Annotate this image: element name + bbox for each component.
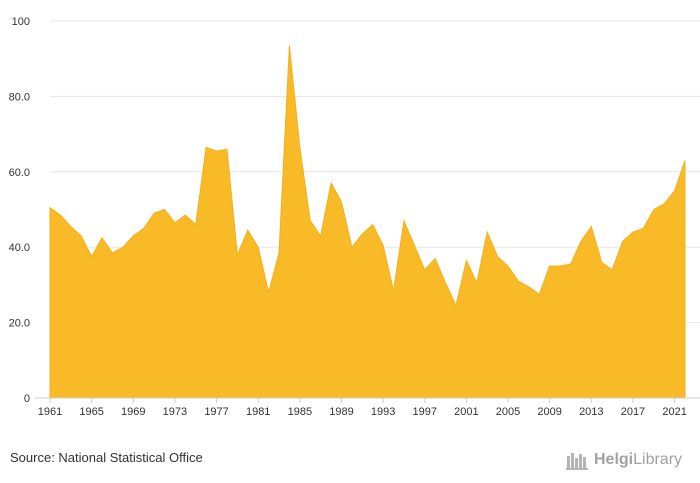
- x-tick-label: 1989: [329, 406, 353, 418]
- area-fill: [49, 45, 686, 399]
- source-note: Source: National Statistical Office: [10, 450, 203, 465]
- y-tick-label: 0: [24, 393, 30, 405]
- x-tick-label: 2009: [537, 406, 561, 418]
- x-tick-label: 2017: [621, 406, 645, 418]
- x-tick-label: 2001: [454, 406, 478, 418]
- x-tick-label: 2021: [662, 406, 686, 418]
- logo-text: HelgiLibrary: [594, 451, 682, 469]
- x-tick-label: 1977: [204, 406, 228, 418]
- x-tick-label: 1997: [413, 406, 437, 418]
- x-tick-label: 2013: [579, 406, 603, 418]
- y-tick-label: 80.0: [9, 91, 30, 103]
- logo-text-bold: Helgi: [594, 451, 634, 468]
- area-series: [49, 45, 686, 399]
- x-tick-label: 1973: [163, 406, 187, 418]
- library-logo-icon: [566, 453, 588, 470]
- y-tick-label: 40.0: [9, 242, 30, 254]
- x-tick-label: 2005: [496, 406, 520, 418]
- x-tick-label: 1985: [288, 406, 312, 418]
- x-axis: 1961 1965 1969 1973 1977 1981 1985 1989 1993 1997…: [35, 397, 700, 418]
- y-tick-label: 60.0: [9, 167, 30, 179]
- x-tick-label: 1965: [79, 406, 103, 418]
- area-chart: 0 20.0 40.0 60.0 80.0 100 1961 1965 1969 1973 197…: [9, 16, 700, 418]
- x-tick-label: 1993: [371, 406, 395, 418]
- logo-text-rest: Library: [633, 451, 683, 468]
- x-tick-label: 1961: [38, 406, 62, 418]
- helgilibrary-logo: HelgiLibrary: [566, 446, 682, 474]
- y-tick-label: 20.0: [9, 318, 30, 330]
- x-tick-label: 1981: [246, 406, 270, 418]
- y-axis: 0 20.0 40.0 60.0 80.0 100: [9, 16, 30, 405]
- y-tick-label: 100: [12, 16, 30, 28]
- x-tick-label: 1969: [121, 406, 145, 418]
